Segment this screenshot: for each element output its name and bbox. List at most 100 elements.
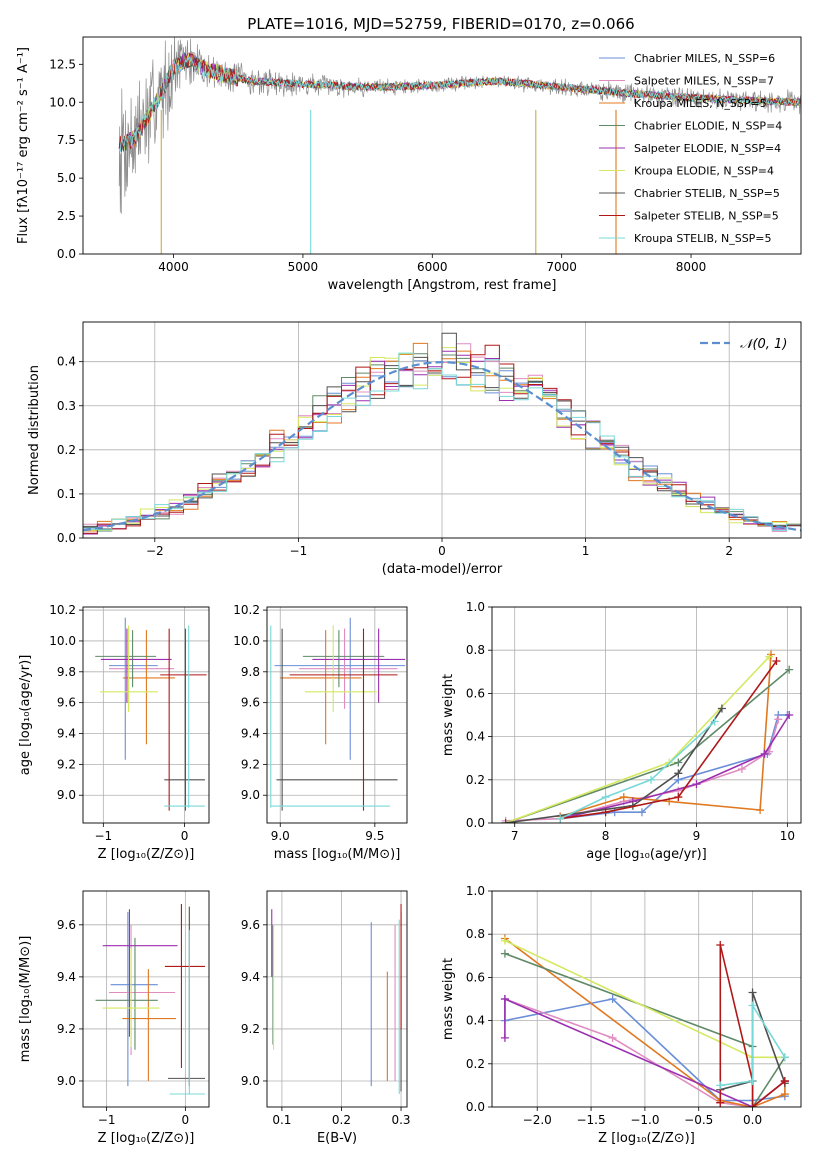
massweight-vs-z-line xyxy=(720,1004,786,1087)
massweight-vs-age-line xyxy=(560,660,778,820)
age-vs-mass-point xyxy=(299,628,398,709)
massweight-vs-age-marker xyxy=(637,808,646,817)
residual-histogram xyxy=(83,332,801,530)
spectrum-ytick-label: 12.5 xyxy=(49,57,76,71)
spectrum-xtick-label: 6000 xyxy=(417,260,448,274)
massweight-vs-age-marker xyxy=(601,808,610,817)
legend-entry: Kroupa STELIB, N_SSP=5 xyxy=(634,232,772,245)
age-vs-z-point xyxy=(100,625,158,712)
mass-vs-ebv-xtick-label: 0.3 xyxy=(391,1113,410,1127)
massweight-vs-age-frame xyxy=(491,606,802,824)
age-vs-z-point xyxy=(100,628,172,703)
residuals-xtick-label: 1 xyxy=(582,544,590,558)
massweight-vs-z-marker xyxy=(716,941,725,949)
massweight-vs-age-marker xyxy=(556,814,565,823)
mass-vs-z-ytick-label: 9.4 xyxy=(57,970,76,984)
massweight-vs-age-line xyxy=(559,720,716,820)
massweight-vs-z-xtick-label: −2.0 xyxy=(523,1113,552,1127)
massweight-vs-z-marker xyxy=(780,1053,789,1062)
spectrum-xtick-label: 5000 xyxy=(288,260,319,274)
massweight-vs-age-xtick-label: 10 xyxy=(780,829,795,843)
massweight-vs-age-ytick-label: 0.4 xyxy=(466,730,485,744)
massweight-vs-z-xlabel: Z [log₁₀(Z/Z⊙)] xyxy=(598,1131,695,1146)
age-vs-mass-point xyxy=(280,630,362,745)
legend-entry: Kroupa MILES, N_SSP=5 xyxy=(634,97,767,110)
age-vs-mass-ytick-label: 9.8 xyxy=(241,665,260,679)
age-vs-mass-plot-area xyxy=(267,607,407,823)
age-vs-z-point xyxy=(160,628,207,811)
massweight-vs-z-plot-area xyxy=(492,891,801,1107)
legend-entry: Kroupa ELODIE, N_SSP=4 xyxy=(634,165,774,178)
age-vs-z-ytick-label: 9.4 xyxy=(57,727,76,741)
spectrum-plot-area xyxy=(118,37,801,254)
age-vs-z-xtick-label: 0 xyxy=(181,829,189,843)
legend-entry: 𝒩(0, 1) xyxy=(740,337,787,352)
age-vs-mass-point xyxy=(289,628,398,811)
residuals-xlabel: (data-model)/error xyxy=(382,562,503,577)
massweight-vs-age-marker xyxy=(601,793,610,802)
mass-vs-ebv-xlabel: E(B-V) xyxy=(317,1131,357,1146)
massweight-vs-age-ytick-label: 0.2 xyxy=(466,773,485,787)
age-vs-z-ytick-label: 10.2 xyxy=(49,603,76,617)
massweight-vs-z-marker xyxy=(716,1081,725,1090)
massweight-vs-z-xtick-label: −1.5 xyxy=(576,1113,605,1127)
mass-vs-z-panel: −1 0 9.0 9.2 9.4 9.6 Z [log₁₀(Z/Z⊙)] mass [log₁… xyxy=(18,890,210,1146)
spectrum-ytick-label: 0.0 xyxy=(57,247,76,261)
massweight-vs-age-marker xyxy=(785,711,794,719)
massweight-vs-age-xtick-label: 8 xyxy=(602,829,610,843)
age-vs-mass-frame xyxy=(266,606,408,824)
massweight-vs-z-xtick-label: 0.0 xyxy=(743,1113,762,1127)
mass-vs-z-point xyxy=(102,948,160,1048)
spectrum-legend: Chabrier MILES, N_SSP=6 Salpeter MILES, N… xyxy=(599,52,782,245)
massweight-vs-age-marker xyxy=(501,819,510,823)
spectrum-ytick-label: 5.0 xyxy=(57,171,76,185)
massweight-vs-z-marker xyxy=(748,988,757,997)
massweight-vs-z-frame xyxy=(491,890,802,1108)
age-vs-mass-ytick-label: 9.2 xyxy=(241,757,260,771)
massweight-vs-z-ytick-label: 0.8 xyxy=(466,927,485,941)
massweight-vs-age-panel: 7 8 9 10 0.0 0.2 0.4 0.6 0.8 1.0 age [log₁₀(age/yr… xyxy=(441,600,802,862)
age-vs-z-frame xyxy=(82,606,210,824)
massweight-vs-age-marker xyxy=(619,793,628,802)
residual-histogram xyxy=(83,352,801,531)
spectrum-xtick-label: 8000 xyxy=(676,260,707,274)
residuals-panel: −2 −1 0 1 2 0.0 0.1 0.2 0.3 0.4 (data-model)/error… xyxy=(27,321,802,577)
age-vs-z-xlabel: Z [log₁₀(Z/Z⊙)] xyxy=(98,847,195,862)
massweight-vs-age-marker xyxy=(785,665,794,674)
legend-entry: Chabrier MILES, N_SSP=6 xyxy=(634,52,775,65)
age-vs-z-point xyxy=(95,630,157,688)
massweight-vs-age-xlabel: age [log₁₀(age/yr)] xyxy=(586,847,707,862)
age-vs-mass-ytick-label: 9.6 xyxy=(241,696,260,710)
massweight-vs-age-marker xyxy=(772,657,781,665)
massweight-vs-z-marker xyxy=(748,1103,757,1107)
massweight-vs-z-marker xyxy=(608,995,617,1003)
age-vs-z-xtick-label: −1 xyxy=(94,829,112,843)
mass-vs-ebv-xtick-label: 0.2 xyxy=(332,1113,351,1127)
age-vs-mass-xtick-label: 9.0 xyxy=(271,829,290,843)
massweight-vs-age-xtick-label: 7 xyxy=(511,829,519,843)
massweight-vs-age-marker xyxy=(760,749,769,758)
spectrum-ytick-label: 2.5 xyxy=(57,209,76,223)
age-vs-z-ytick-label: 10.0 xyxy=(49,634,76,648)
mass-vs-ebv-xtick-label: 0.1 xyxy=(272,1113,291,1127)
residuals-legend: 𝒩(0, 1) xyxy=(700,337,787,352)
massweight-vs-age-marker xyxy=(737,765,746,773)
residuals-ytick-label: 0.0 xyxy=(57,531,76,545)
mass-vs-z-ytick-label: 9.2 xyxy=(57,1022,76,1036)
mass-vs-z-xlabel: Z [log₁₀(Z/Z⊙)] xyxy=(98,1131,195,1146)
massweight-vs-z-marker xyxy=(780,1090,789,1099)
massweight-vs-age-marker xyxy=(717,704,726,713)
age-vs-z-panel: −1 0 9.0 9.2 9.4 9.6 9.8 10.0 10.2 Z [log₁₀(Z/Z⊙)… xyxy=(18,603,210,862)
mass-vs-z-ytick-label: 9.0 xyxy=(57,1074,76,1088)
massweight-vs-age-marker xyxy=(765,652,774,661)
legend-entry: Chabrier STELIB, N_SSP=5 xyxy=(634,187,780,200)
massweight-vs-z-marker xyxy=(500,995,509,1003)
massweight-vs-z-marker xyxy=(500,936,509,945)
massweight-vs-z-marker xyxy=(500,1033,509,1042)
age-vs-mass-ytick-label: 10.2 xyxy=(233,603,260,617)
residuals-plot-area xyxy=(83,322,801,538)
spectrum-frame xyxy=(82,36,802,255)
age-vs-mass-point xyxy=(274,617,406,760)
mass-vs-ebv-ytick-label: 9.2 xyxy=(241,1022,260,1036)
